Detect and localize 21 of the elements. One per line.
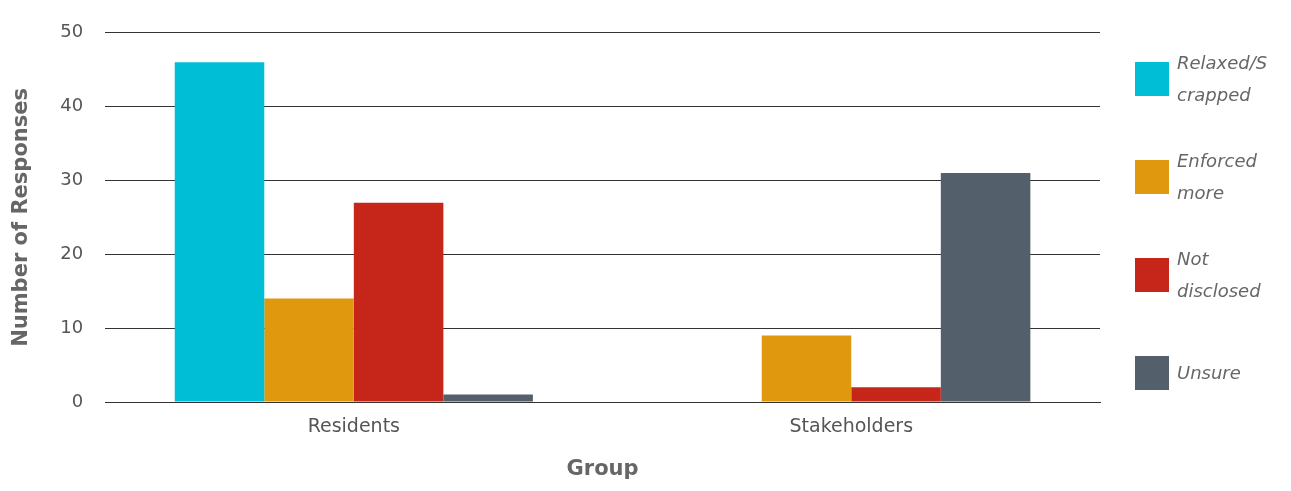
y-tick-label: 30 <box>60 168 84 190</box>
x-axis-title: Group <box>566 455 639 480</box>
legend-label: Relaxed/Scrapped <box>1177 51 1269 107</box>
y-tick-label: 20 <box>60 241 84 263</box>
y-tick-label: 0 <box>71 389 84 411</box>
bar <box>264 298 354 402</box>
legend-label: Not disclosed <box>1177 247 1262 303</box>
y-tick-label: 10 <box>60 315 84 337</box>
y-tick-label: 50 <box>60 20 84 42</box>
bar <box>940 173 1031 402</box>
y-tick-label: 40 <box>60 94 84 116</box>
bar <box>353 202 444 402</box>
legend-label: Unsure <box>1177 361 1242 385</box>
legend-label: Enforced more <box>1177 149 1258 205</box>
x-tick-label: Residents <box>307 414 401 437</box>
bar <box>443 394 533 402</box>
y-axis-title: Number of Responses <box>8 88 33 347</box>
x-tick-label: Stakeholders <box>789 414 914 437</box>
bar <box>761 335 852 402</box>
bar <box>174 62 265 402</box>
bar <box>851 387 941 402</box>
